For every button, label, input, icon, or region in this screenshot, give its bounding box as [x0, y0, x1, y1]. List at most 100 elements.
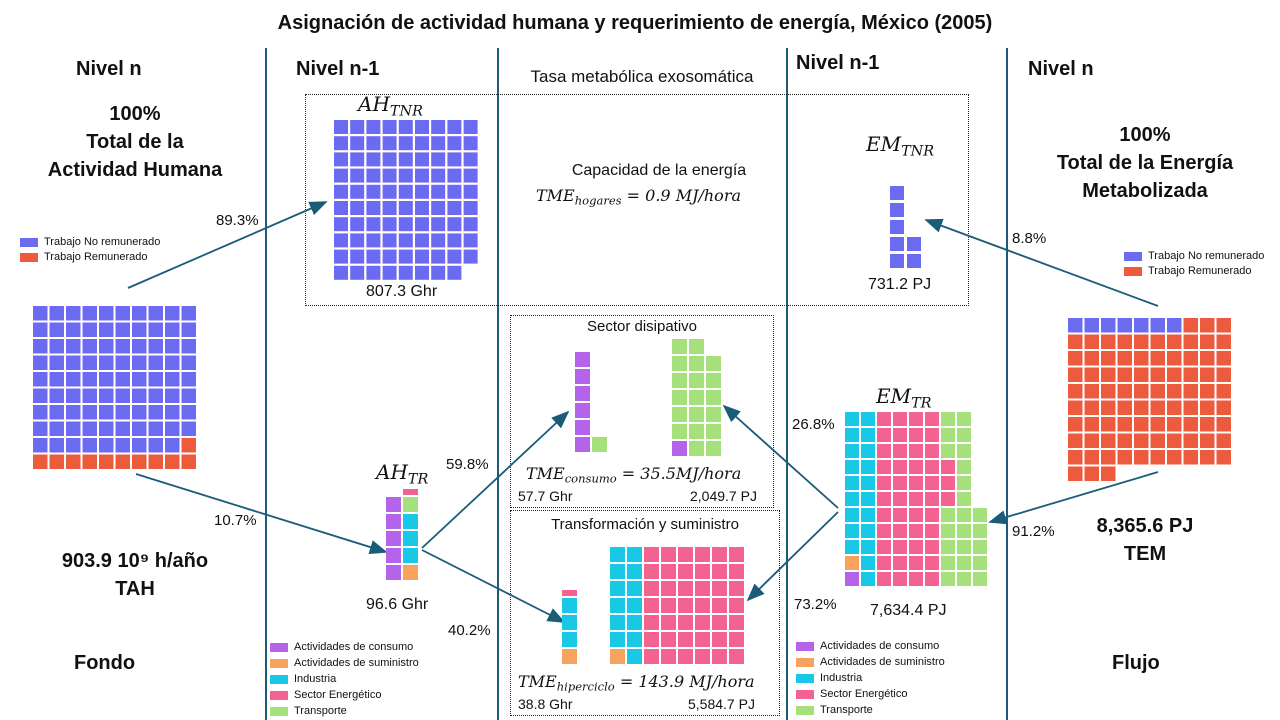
waffle-cell-remunerado — [1216, 351, 1231, 366]
waffle-cell-transporte — [706, 390, 721, 405]
waffle-cell-no-remunerado — [181, 421, 196, 436]
waffle-cell-remunerado — [148, 454, 163, 469]
waffle-cell-transporte — [957, 444, 971, 458]
waffle-cell-no-remunerado — [82, 355, 97, 370]
waffle-cell-energetico — [712, 564, 727, 579]
waffle-cell-remunerado — [1183, 351, 1198, 366]
waffle-cell-remunerado — [1101, 334, 1116, 349]
waffle-cell-remunerado — [1216, 384, 1231, 399]
waffle-cell-energetico — [909, 492, 923, 506]
waffle-cell-no-remunerado — [431, 249, 446, 264]
waffle-cell-no-remunerado — [350, 184, 365, 199]
waffle-cell-remunerado — [1117, 417, 1132, 432]
waffle-cell-remunerado — [1117, 433, 1132, 448]
waffle-cell-remunerado — [1117, 351, 1132, 366]
waffle-cell-energetico — [909, 444, 923, 458]
waffle-cell-no-remunerado — [33, 405, 48, 420]
waffle-cell-remunerado — [1216, 417, 1231, 432]
waffle-cell-no-remunerado — [463, 217, 478, 232]
waffle-cell-no-remunerado — [415, 120, 429, 134]
arrow-tah-to-tnr — [127, 201, 328, 289]
waffle-cell-no-remunerado — [181, 372, 196, 387]
waffle-cell-industria — [845, 428, 859, 442]
ah-tr-symbol: AHTR — [376, 460, 429, 488]
waffle-cell-energetico — [909, 540, 923, 554]
divider-right — [1006, 48, 1008, 720]
waffle-cell-no-remunerado — [431, 201, 446, 215]
waffle-cell-no-remunerado — [33, 388, 48, 403]
waffle-cell-transporte — [973, 572, 987, 586]
waffle-cell-transporte — [957, 540, 971, 554]
waffle-cell-energetico — [644, 598, 659, 613]
waffle-cell-energetico — [712, 581, 727, 596]
waffle-cell-transporte — [672, 356, 687, 371]
waffle-cell-remunerado — [1167, 417, 1182, 432]
waffle-cell-no-remunerado — [49, 405, 64, 420]
waffle-cell-no-remunerado — [82, 388, 97, 403]
waffle-cell-energetico — [925, 508, 939, 522]
legend-swatch — [270, 642, 288, 652]
waffle-cell-no-remunerado — [181, 405, 196, 420]
disipativo-heading: Sector disipativo — [586, 318, 698, 335]
hiperciclo-hours: 38.8 Ghr — [518, 696, 573, 712]
waffle-cell-no-remunerado — [132, 339, 147, 354]
em-tr-value: 7,634.4 PJ — [870, 602, 947, 619]
waffle-cell-remunerado — [1167, 367, 1182, 382]
waffle-cell-transporte — [706, 441, 721, 456]
level-right-n: Nivel n — [1028, 58, 1094, 80]
waffle-cell-energetico — [661, 632, 676, 647]
waffle-cell-remunerado — [1150, 384, 1165, 399]
waffle-cell-remunerado — [1068, 466, 1083, 481]
waffle-tem — [1068, 318, 1231, 481]
waffle-cell-no-remunerado — [165, 405, 180, 420]
waffle-cell-no-remunerado — [382, 265, 397, 280]
waffle-cell-consumo — [386, 531, 401, 546]
waffle-disipativo-transporte — [672, 339, 721, 456]
waffle-cell-energetico — [925, 540, 939, 554]
waffle-cell-no-remunerado — [431, 233, 446, 248]
waffle-cell-no-remunerado — [165, 306, 180, 321]
waffle-cell-energetico — [678, 632, 693, 647]
waffle-cell-no-remunerado — [115, 355, 130, 370]
waffle-ah-tr — [386, 489, 418, 580]
waffle-cell-no-remunerado — [82, 339, 97, 354]
waffle-cell-remunerado — [1150, 334, 1165, 349]
waffle-cell-energetico — [729, 598, 744, 613]
legend-label: Industria — [294, 673, 337, 685]
waffle-cell-no-remunerado — [463, 120, 478, 134]
waffle-cell-no-remunerado — [99, 405, 114, 420]
waffle-cell-energetico — [909, 428, 923, 442]
waffle-cell-suministro — [562, 649, 577, 664]
waffle-cell-no-remunerado — [165, 438, 180, 453]
waffle-cell-energetico — [877, 412, 891, 426]
waffle-cell-suministro — [845, 556, 859, 570]
waffle-cell-transporte — [957, 460, 971, 474]
ah-tnr-symbol: AHTNR — [358, 92, 423, 120]
right-line1: Total de la Energía — [1056, 152, 1234, 174]
pct-tnr-energy: 8.8% — [1012, 230, 1047, 247]
waffle-cell-no-remunerado — [463, 249, 478, 264]
waffle-cell-no-remunerado — [350, 152, 365, 167]
waffle-cell-remunerado — [1117, 400, 1132, 415]
waffle-cell-remunerado — [1183, 417, 1198, 432]
waffle-cell-industria — [562, 632, 577, 647]
legend-label: Industria — [820, 672, 863, 684]
disipativo-hours: 57.7 Ghr — [518, 488, 573, 504]
waffle-cell-no-remunerado — [49, 322, 64, 337]
waffle-cell-no-remunerado — [165, 388, 180, 403]
waffle-cell-energetico — [877, 428, 891, 442]
waffle-cell-energetico — [695, 632, 710, 647]
waffle-cell-no-remunerado — [463, 168, 478, 183]
waffle-cell-remunerado — [132, 454, 147, 469]
waffle-cell-no-remunerado — [148, 438, 163, 453]
waffle-cell-no-remunerado — [431, 217, 446, 232]
arrow-tem-to-tnr — [924, 218, 1159, 307]
waffle-cell-remunerado — [1134, 450, 1149, 465]
waffle-cell-energetico — [925, 524, 939, 538]
waffle-cell-no-remunerado — [132, 438, 147, 453]
arrow-tr-to-hiperciclo — [421, 549, 566, 623]
waffle-cell-no-remunerado — [148, 322, 163, 337]
waffle-cell-no-remunerado — [99, 372, 114, 387]
waffle-cell-remunerado — [1183, 400, 1198, 415]
waffle-cell-transporte — [957, 572, 971, 586]
